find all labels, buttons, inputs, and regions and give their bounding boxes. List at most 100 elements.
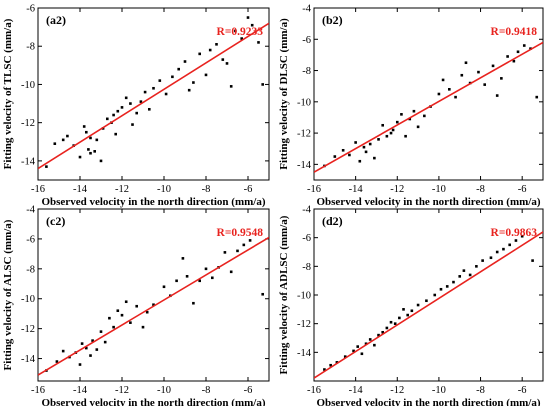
x-axis-title: Observed velocity in the north direction…: [316, 196, 540, 208]
data-point: [385, 326, 389, 330]
correlation-label: R=0.9418: [491, 26, 538, 38]
data-point: [82, 125, 86, 128]
data-point: [520, 234, 524, 238]
data-point: [323, 368, 326, 371]
data-point: [89, 136, 92, 140]
data-point: [116, 109, 120, 113]
data-point: [410, 309, 414, 313]
data-point: [406, 313, 409, 317]
data-point: [373, 343, 376, 347]
data-point: [229, 270, 233, 274]
data-point: [425, 299, 428, 303]
x-tick-label: -6: [518, 385, 527, 396]
data-point: [464, 61, 468, 65]
fit-line: [314, 41, 543, 173]
data-point: [389, 131, 393, 135]
data-point: [240, 37, 243, 40]
data-point: [108, 316, 111, 320]
data-point: [475, 265, 478, 268]
data-point: [531, 259, 534, 262]
data-point: [381, 330, 384, 334]
x-tick-label: -12: [390, 385, 404, 396]
data-point: [458, 275, 462, 278]
data-point: [135, 304, 138, 308]
data-point: [61, 138, 65, 142]
data-point: [368, 338, 372, 341]
data-point: [500, 77, 503, 80]
panel-0: -16 -14 -12 -10 -8 -6 -14 -12 -10 -8 -6 (a2) R=0.923…: [2, 4, 270, 208]
fit-line: [38, 236, 269, 376]
data-point: [416, 125, 420, 129]
x-tick-label: -12: [115, 184, 129, 195]
data-point: [120, 106, 124, 109]
data-point: [185, 275, 189, 278]
data-point: [257, 41, 260, 44]
data-point: [341, 148, 345, 152]
data-point: [402, 308, 405, 311]
plot-frame: [37, 7, 270, 181]
data-point: [198, 279, 201, 283]
y-tick-label: -14: [297, 348, 312, 359]
y-tick-label: -14: [21, 354, 36, 365]
data-point: [508, 243, 511, 247]
data-point: [177, 67, 180, 71]
data-point: [89, 151, 92, 155]
y-tick-label: -4: [302, 4, 311, 15]
y-tick-label: -10: [297, 291, 311, 302]
data-point: [352, 349, 355, 353]
data-point: [124, 300, 128, 304]
x-tick-label: -8: [202, 385, 211, 396]
data-point: [373, 156, 376, 160]
data-point: [143, 90, 147, 94]
data-point: [522, 44, 526, 47]
x-tick-label: -16: [307, 184, 321, 195]
data-point: [85, 130, 88, 134]
y-tick-label: -4: [26, 205, 35, 216]
data-point: [535, 95, 539, 99]
data-point: [91, 339, 94, 342]
data-point: [131, 123, 134, 126]
data-point: [95, 348, 99, 351]
data-point: [448, 88, 451, 91]
plot-frame: [313, 7, 544, 181]
data-point: [221, 58, 225, 61]
data-point: [85, 346, 88, 350]
data-point: [368, 142, 372, 146]
data-point: [192, 301, 195, 305]
y-tick-label: -8: [302, 262, 311, 273]
correlation-label: R=0.9863: [491, 227, 538, 239]
y-tick-label: -14: [297, 160, 312, 171]
data-point: [116, 309, 120, 313]
data-point: [234, 29, 237, 33]
data-point: [506, 55, 509, 58]
data-point: [445, 285, 449, 288]
data-point: [89, 354, 92, 357]
data-point: [204, 73, 208, 77]
data-point: [187, 88, 191, 92]
data-point: [66, 134, 69, 138]
data-point: [261, 292, 264, 296]
data-point: [512, 59, 516, 63]
data-point: [152, 86, 155, 90]
plot-frame: [37, 208, 270, 382]
data-point: [242, 243, 246, 247]
data-point: [343, 355, 347, 358]
data-point: [502, 247, 505, 251]
x-tick-label: -16: [31, 184, 45, 195]
x-tick-label: -10: [157, 184, 171, 195]
data-point: [164, 92, 168, 96]
data-point: [400, 113, 403, 116]
data-point: [139, 100, 143, 103]
x-tick-label: -14: [73, 184, 88, 195]
data-point: [129, 102, 132, 105]
data-point: [145, 310, 149, 314]
data-point: [204, 267, 208, 271]
data-point: [106, 117, 109, 121]
correlation-label: R=0.9548: [217, 227, 264, 239]
x-axis-title: Observed velocity in the north direction…: [41, 397, 265, 406]
data-point: [99, 159, 103, 163]
data-point: [423, 114, 426, 118]
y-tick-label: -10: [297, 97, 311, 108]
x-tick-label: -12: [115, 385, 129, 396]
data-point: [364, 150, 368, 154]
